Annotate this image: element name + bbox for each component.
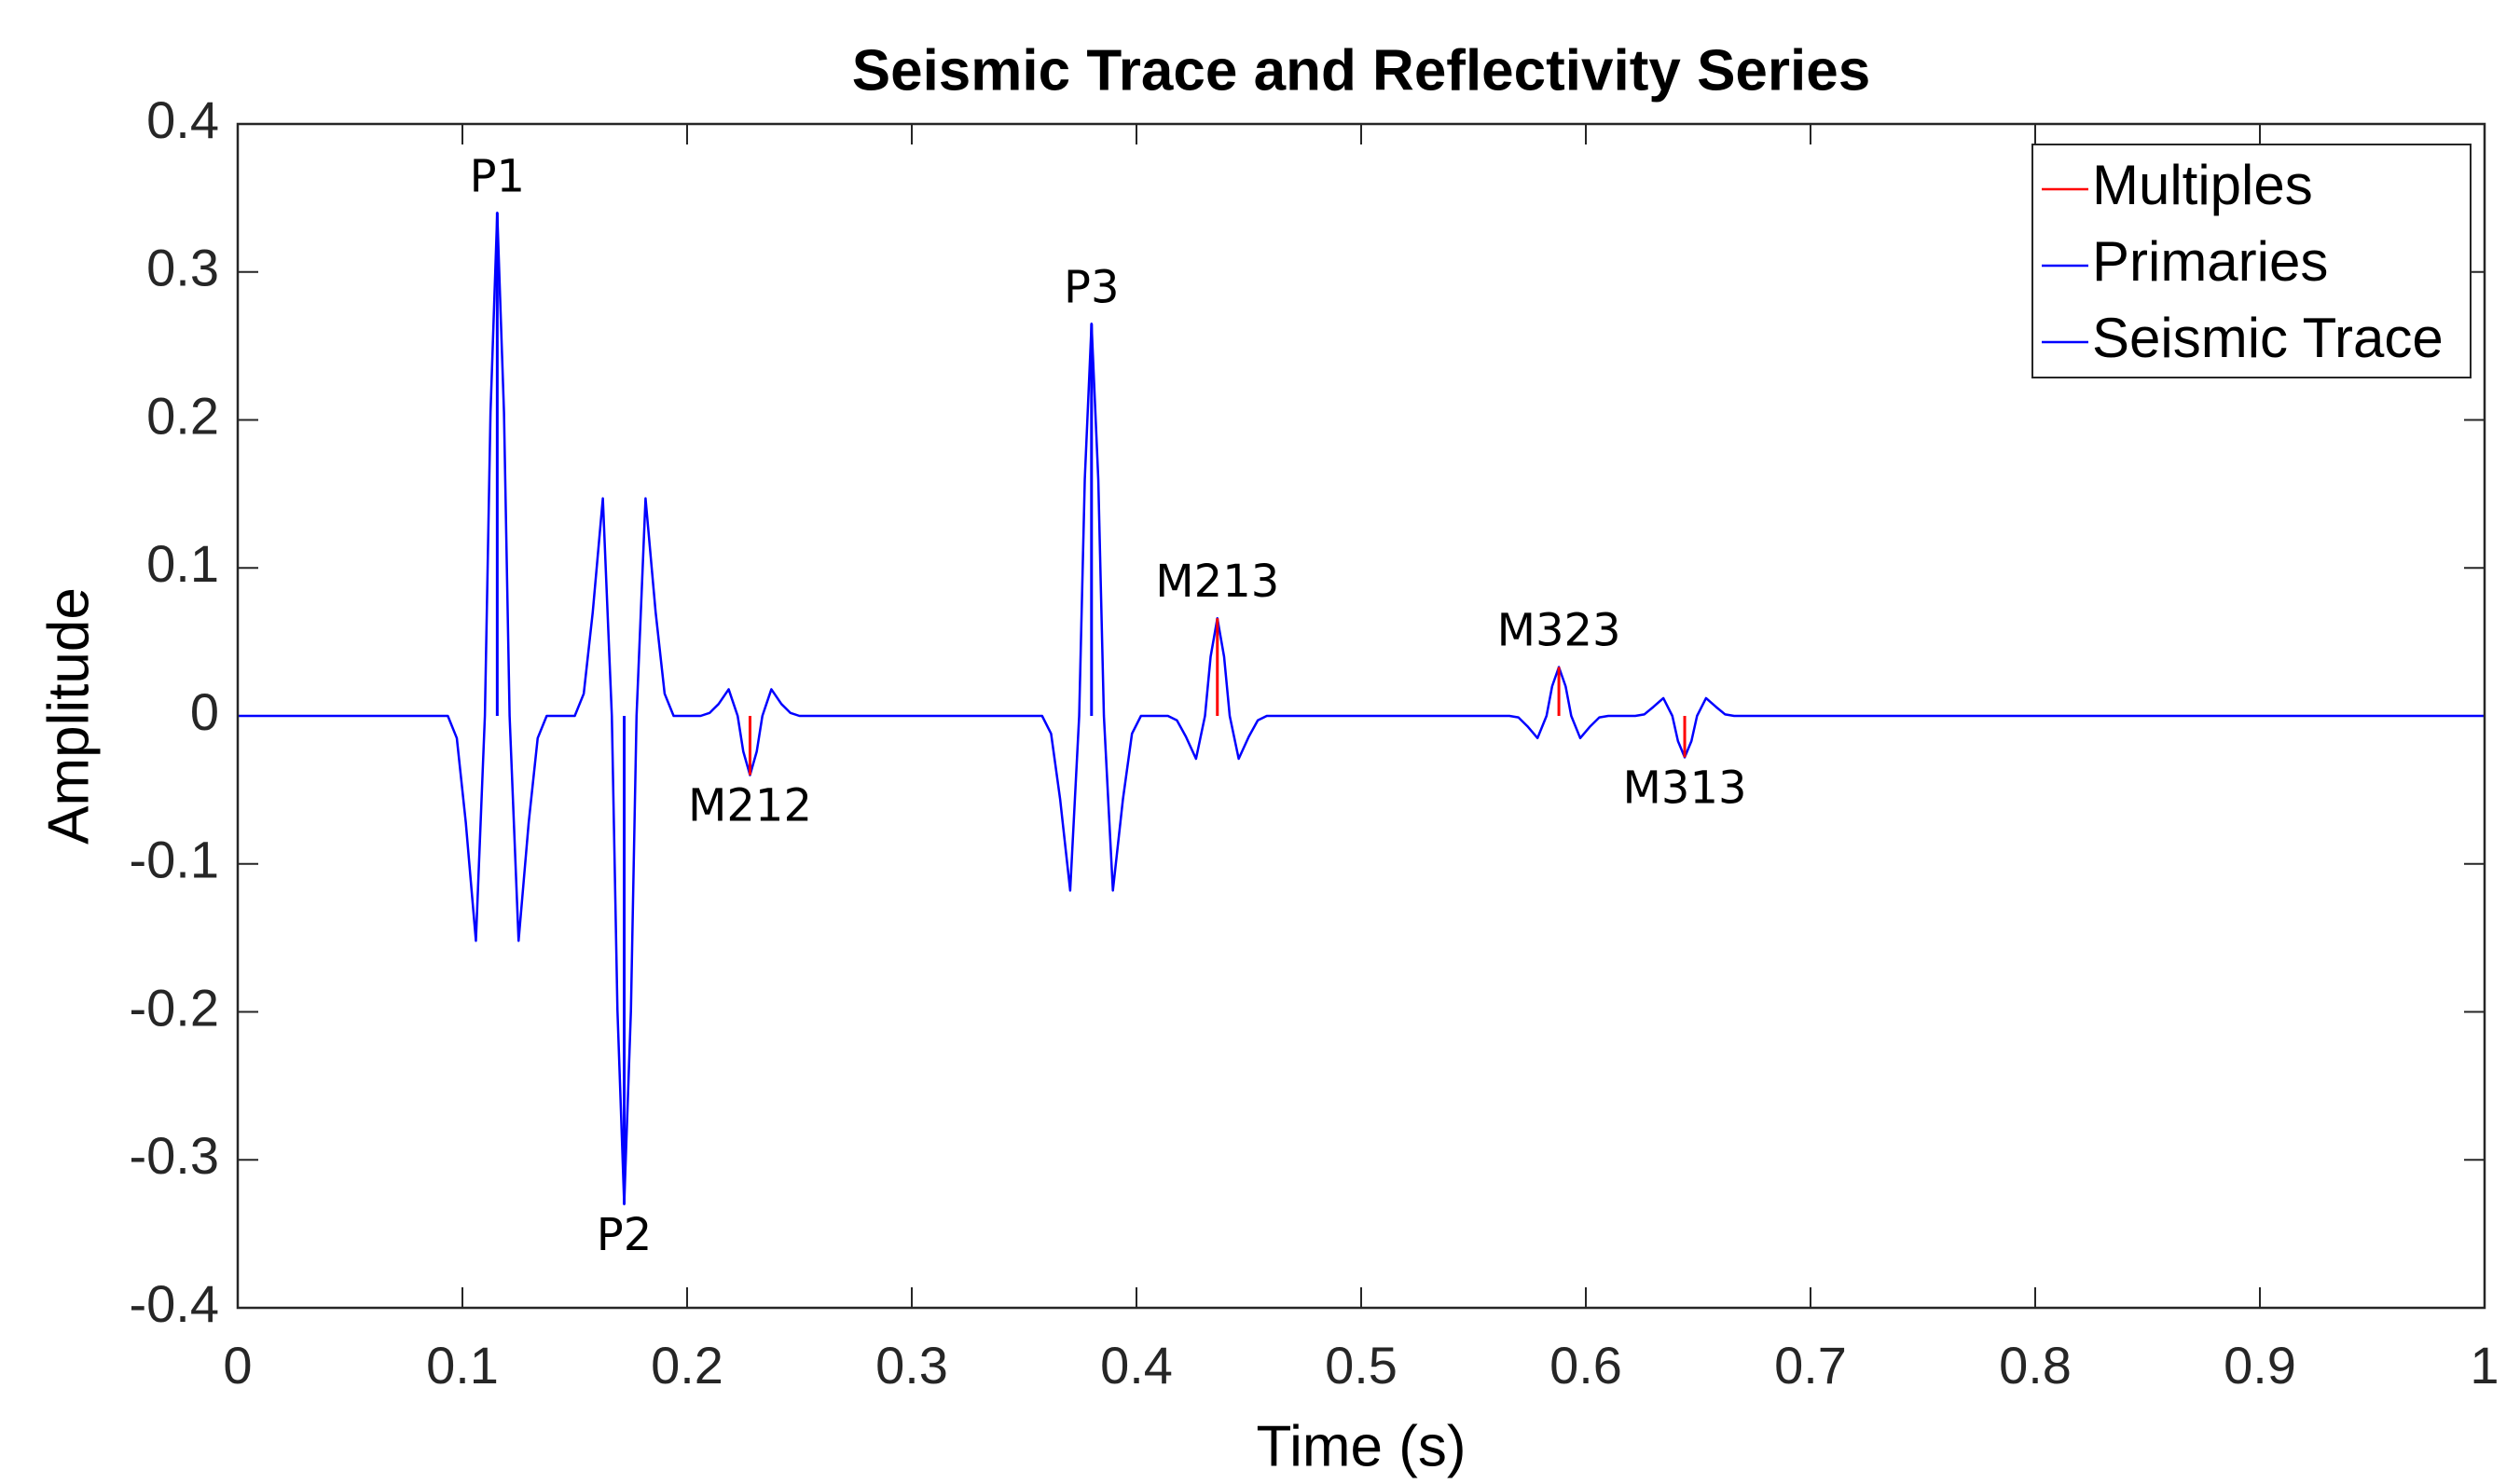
y-tick-label: -0.3 <box>130 1126 220 1185</box>
trace-line <box>238 212 2485 1206</box>
legend-label: Multiples <box>2092 154 2313 216</box>
point-annotation: M323 <box>1497 605 1621 657</box>
y-tick-label: 0.4 <box>146 90 219 149</box>
chart-title: Seismic Trace and Reflectivity Series <box>852 38 1870 103</box>
point-annotation: P1 <box>470 150 525 202</box>
point-annotation: M313 <box>1623 762 1747 814</box>
x-tick-label: 0.2 <box>651 1336 723 1395</box>
y-axis-label: Amplitude <box>36 587 101 845</box>
x-tick-label: 0.9 <box>2224 1336 2296 1395</box>
point-annotation: P2 <box>597 1209 652 1261</box>
point-annotation: M213 <box>1155 556 1279 608</box>
x-tick-label: 0.6 <box>1549 1336 1622 1395</box>
legend-box <box>2031 144 2472 378</box>
point-annotation: P3 <box>1064 261 1119 313</box>
x-tick-label: 0.5 <box>1325 1336 1398 1395</box>
x-tick-label: 0.3 <box>875 1336 948 1395</box>
plot-area <box>238 212 2485 1206</box>
x-tick-label: 0.4 <box>1100 1336 1173 1395</box>
x-tick-label: 1 <box>2470 1336 2499 1395</box>
y-tick-label: -0.4 <box>130 1274 220 1333</box>
legend-label: Primaries <box>2092 230 2328 293</box>
x-axis-label: Time (s) <box>1257 1414 1467 1478</box>
y-tick-label: 0 <box>190 682 219 741</box>
x-tick-label: 0 <box>223 1336 252 1395</box>
y-tick-label: 0.1 <box>146 534 219 593</box>
y-tick-label: 0.3 <box>146 239 219 297</box>
x-tick-label: 0.1 <box>426 1336 499 1395</box>
y-tick-label: -0.1 <box>130 831 220 889</box>
point-annotation: M212 <box>688 780 812 832</box>
axes-box <box>236 122 2486 1310</box>
y-tick-label: -0.2 <box>130 978 220 1037</box>
y-tick-label: 0.2 <box>146 386 219 445</box>
x-tick-label: 0.7 <box>1774 1336 1847 1395</box>
x-tick-label: 0.8 <box>1999 1336 2072 1395</box>
legend-label: Seismic Trace <box>2092 307 2444 369</box>
